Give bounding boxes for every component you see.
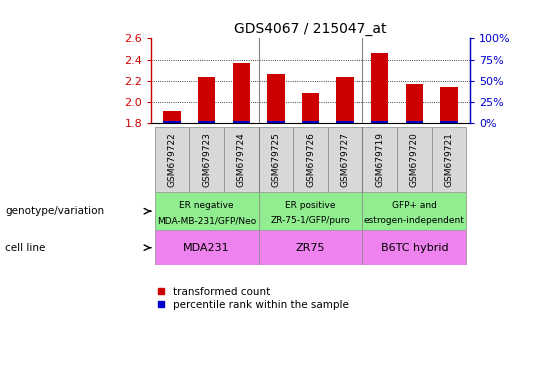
Legend: transformed count, percentile rank within the sample: transformed count, percentile rank withi…	[157, 286, 349, 310]
Text: ER negative: ER negative	[179, 201, 234, 210]
Bar	[154, 230, 259, 265]
Text: genotype/variation: genotype/variation	[5, 206, 105, 216]
Bar	[431, 127, 467, 192]
Text: ZR75: ZR75	[296, 243, 325, 253]
Bar	[224, 127, 259, 192]
Text: GSM679722: GSM679722	[167, 132, 177, 187]
Bar	[362, 127, 397, 192]
Bar	[259, 127, 293, 192]
Text: GSM679727: GSM679727	[341, 132, 349, 187]
Bar	[362, 230, 467, 265]
Bar	[336, 78, 354, 123]
Bar	[293, 127, 328, 192]
Text: GSM679719: GSM679719	[375, 132, 384, 187]
Text: B6TC hybrid: B6TC hybrid	[381, 243, 448, 253]
Bar	[406, 121, 423, 123]
Bar	[440, 87, 458, 123]
Bar	[362, 192, 467, 230]
Text: GSM679726: GSM679726	[306, 132, 315, 187]
Text: estrogen-independent: estrogen-independent	[364, 216, 465, 225]
Text: GFP+ and: GFP+ and	[392, 201, 437, 210]
Bar	[163, 111, 181, 123]
Bar	[190, 127, 224, 192]
Bar	[154, 127, 190, 192]
Bar	[163, 121, 181, 123]
Bar	[371, 53, 388, 123]
Bar	[233, 121, 250, 123]
Bar	[198, 121, 215, 123]
Bar	[302, 93, 319, 123]
Bar	[406, 84, 423, 123]
Text: GSM679723: GSM679723	[202, 132, 211, 187]
Bar	[198, 78, 215, 123]
Bar	[233, 63, 250, 123]
Text: GSM679721: GSM679721	[444, 132, 454, 187]
Text: cell line: cell line	[5, 243, 46, 253]
Bar	[328, 127, 362, 192]
Bar	[440, 121, 458, 123]
Text: GSM679724: GSM679724	[237, 132, 246, 187]
Title: GDS4067 / 215047_at: GDS4067 / 215047_at	[234, 22, 387, 36]
Text: GSM679725: GSM679725	[272, 132, 280, 187]
Bar	[267, 121, 285, 123]
Text: MDA231: MDA231	[183, 243, 230, 253]
Text: ER positive: ER positive	[285, 201, 336, 210]
Bar	[302, 121, 319, 123]
Text: MDA-MB-231/GFP/Neo: MDA-MB-231/GFP/Neo	[157, 216, 256, 225]
Bar	[336, 121, 354, 123]
Bar	[259, 230, 362, 265]
Bar	[154, 192, 259, 230]
Text: GSM679720: GSM679720	[410, 132, 419, 187]
Text: ZR-75-1/GFP/puro: ZR-75-1/GFP/puro	[271, 216, 350, 225]
Bar	[371, 121, 388, 123]
Bar	[397, 127, 431, 192]
Bar	[259, 192, 362, 230]
Bar	[267, 74, 285, 123]
